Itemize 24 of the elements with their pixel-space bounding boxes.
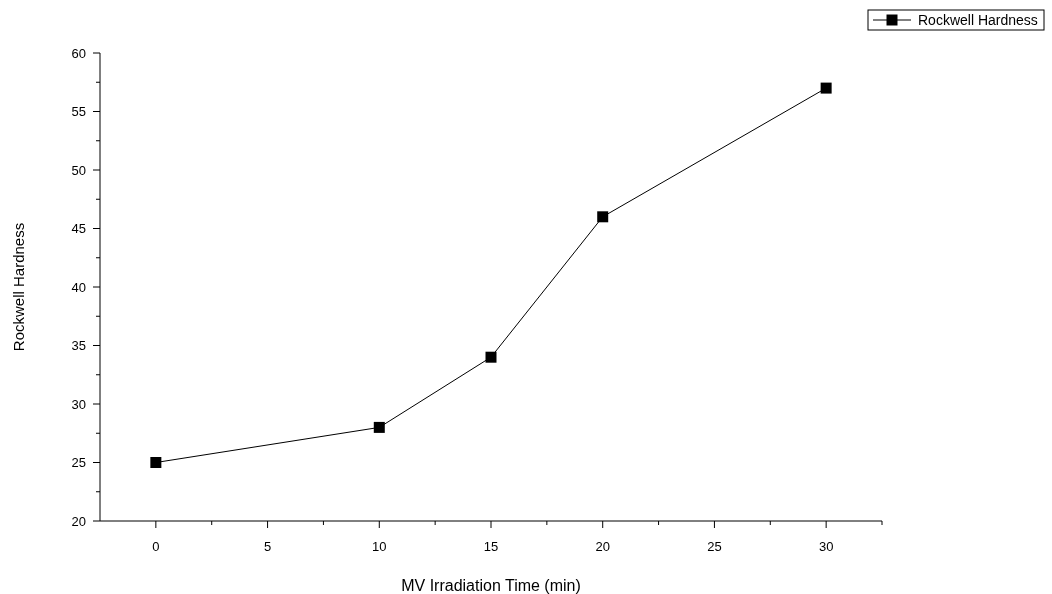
x-tick-label: 25 (707, 539, 722, 554)
x-tick-label: 5 (263, 539, 272, 554)
x-tick-label: 30 (818, 539, 834, 554)
point (820, 82, 832, 94)
y-tick-label: 30 (71, 396, 86, 412)
point (597, 211, 609, 223)
y-tick-label: 25 (71, 455, 86, 471)
x-tick-label: 15 (483, 539, 499, 554)
x-tick-label: 20 (595, 539, 610, 554)
legend-label: Rockwell Hardness (918, 11, 1038, 28)
y-tick-label: 20 (71, 513, 86, 529)
y-tick-label: 60 (71, 45, 86, 61)
y-tick-label: 55 (71, 104, 86, 120)
y-tick-label: 35 (71, 338, 86, 354)
point (373, 421, 385, 433)
point (150, 457, 162, 468)
x-axis-title: MV Irradiation Time (min) (401, 577, 581, 594)
point (485, 351, 497, 363)
x-tick-label: 10 (372, 539, 387, 554)
y-tick-label: 45 (71, 221, 86, 237)
y-tick-label: 40 (71, 279, 86, 295)
y-axis-title: Rockwell Hardness (10, 222, 27, 352)
x-tick-label: 0 (152, 539, 160, 554)
y-tick-label: 50 (71, 162, 86, 178)
